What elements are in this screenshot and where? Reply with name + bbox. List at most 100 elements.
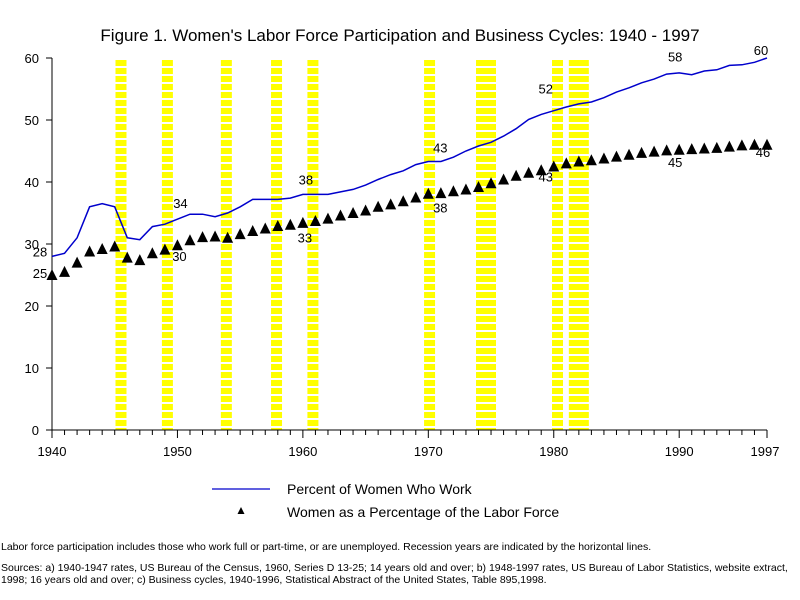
x-tick-label: 1970 — [414, 444, 443, 459]
labor-force-point — [410, 191, 422, 203]
annotation-label: 52 — [539, 82, 553, 97]
legend-label-labor-force: Women as a Percentage of the Labor Force — [287, 504, 559, 520]
labor-force-point — [159, 243, 171, 255]
labor-force-point — [222, 231, 234, 243]
labor-force-point — [184, 234, 196, 246]
labor-force-point — [447, 185, 459, 197]
y-tick-label: 30 — [25, 237, 39, 252]
labor-force-point — [723, 140, 735, 152]
x-tick-label: 1990 — [665, 444, 694, 459]
annotation-label: 58 — [668, 49, 682, 64]
legend: Percent of Women Who Work Women as a Perc… — [212, 481, 559, 520]
labor-force-point — [523, 166, 535, 178]
y-tick-label: 50 — [25, 113, 39, 128]
labor-force-point — [335, 209, 347, 221]
labor-force-point — [385, 198, 397, 210]
labor-force-point — [748, 138, 760, 150]
x-tick-label: 1960 — [288, 444, 317, 459]
labor-force-point — [548, 160, 560, 172]
labor-force-point — [560, 157, 572, 169]
labor-force-point — [736, 139, 748, 151]
data-annotations: 28 25 34 30 38 33 43 38 52 43 58 45 60 46 — [33, 43, 770, 281]
recession-bands — [115, 60, 589, 430]
y-tick-label: 60 — [25, 51, 39, 66]
labor-force-point — [585, 154, 597, 166]
chart-plot: 0 10 20 30 40 50 60 1940 1950 1960 1970 1980 1990 199… — [25, 43, 780, 520]
labor-force-point — [422, 187, 434, 199]
labor-force-point — [485, 177, 497, 189]
series-labor-force-markers — [46, 138, 773, 280]
labor-force-point — [309, 215, 321, 227]
x-tick-label: 1940 — [38, 444, 67, 459]
y-tick-label: 40 — [25, 175, 39, 190]
labor-force-point — [460, 183, 472, 195]
footnote-participation: Labor force participation includes those… — [1, 541, 652, 553]
labor-force-point — [498, 173, 510, 185]
labor-force-point — [661, 144, 673, 156]
annotation-label: 46 — [756, 145, 770, 160]
x-tick-label: 1980 — [539, 444, 568, 459]
labor-force-point — [71, 256, 83, 268]
axes: 0 10 20 30 40 50 60 1940 1950 1960 1970 1980 1990 199… — [25, 51, 780, 459]
labor-force-point — [686, 143, 698, 155]
labor-force-point — [121, 251, 133, 263]
labor-force-point — [134, 254, 146, 266]
labor-force-point — [598, 152, 610, 164]
x-tick-label-end: 1997 — [751, 444, 780, 459]
labor-force-point — [347, 207, 359, 218]
annotation-label: 43 — [539, 169, 553, 184]
annotation-label: 25 — [33, 266, 47, 281]
y-tick-label: 10 — [25, 361, 39, 376]
labor-force-point — [259, 222, 271, 234]
annotation-label: 60 — [754, 43, 768, 58]
y-tick-label: 0 — [32, 423, 39, 438]
labor-force-point — [109, 240, 121, 252]
labor-force-point — [711, 141, 723, 153]
labor-force-point — [397, 195, 409, 207]
labor-force-point — [761, 138, 773, 150]
labor-force-point — [59, 265, 71, 277]
labor-force-point — [636, 146, 648, 158]
labor-force-point — [247, 224, 259, 236]
annotation-label: 43 — [433, 140, 447, 155]
annotation-label: 34 — [173, 196, 187, 211]
labor-force-point — [197, 231, 209, 243]
annotation-label: 38 — [299, 172, 313, 187]
labor-force-point — [209, 230, 221, 242]
legend-marker-swatch — [237, 507, 245, 514]
annotation-label: 38 — [433, 200, 447, 215]
labor-force-point — [96, 242, 108, 254]
labor-force-point — [146, 247, 158, 259]
labor-force-point — [234, 228, 246, 240]
labor-force-point — [360, 204, 372, 216]
labor-force-point — [297, 216, 309, 228]
labor-force-point — [673, 143, 685, 155]
series-work-line — [51, 57, 768, 258]
labor-force-point — [322, 212, 334, 224]
annotation-label: 28 — [33, 244, 47, 259]
annotation-label: 45 — [668, 155, 682, 170]
labor-force-point — [372, 200, 384, 212]
labor-force-point — [623, 148, 635, 160]
x-tick-label: 1950 — [163, 444, 192, 459]
labor-force-point — [84, 245, 96, 257]
y-tick-label: 20 — [25, 299, 39, 314]
labor-force-point — [171, 239, 183, 251]
labor-force-point — [573, 155, 585, 167]
labor-force-point — [698, 142, 710, 154]
labor-force-point — [610, 150, 622, 162]
labor-force-point — [435, 187, 447, 199]
labor-force-point — [284, 218, 296, 230]
labor-force-point — [272, 220, 284, 232]
labor-force-point — [648, 145, 660, 157]
work-line-path — [51, 57, 768, 258]
annotation-label: 33 — [298, 230, 312, 245]
labor-force-point — [472, 180, 484, 192]
labor-force-point — [510, 169, 522, 181]
labor-force-point — [46, 269, 58, 280]
footnote-sources: Sources: a) 1940-1947 rates, US Bureau o… — [1, 562, 788, 586]
chart-title: Figure 1. Women's Labor Force Participat… — [100, 26, 700, 45]
legend-label-work: Percent of Women Who Work — [287, 481, 473, 497]
annotation-label: 30 — [172, 249, 186, 264]
labor-force-point — [535, 164, 547, 176]
